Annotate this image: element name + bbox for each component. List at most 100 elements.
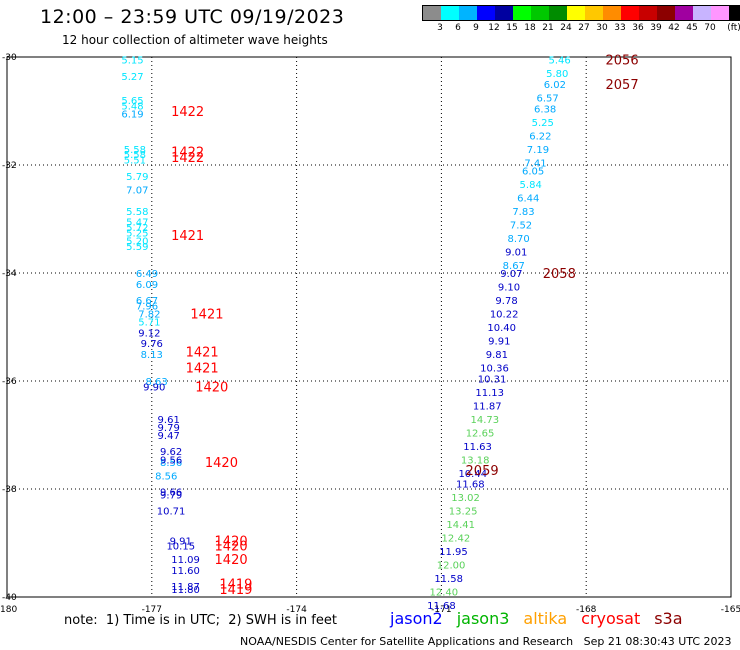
swh-label: 11.68 — [456, 480, 485, 491]
swh-label: 5.25 — [532, 118, 554, 129]
swh-label: 5.58 — [126, 207, 148, 218]
swh-label: 10.15 — [166, 542, 195, 553]
swh-label: 9.78 — [495, 296, 517, 307]
legend-label: 18 — [524, 23, 536, 33]
swh-label: 8.70 — [507, 234, 529, 245]
legend-swatch — [693, 6, 711, 20]
swh-label: 5.20 — [126, 237, 148, 248]
legend-swatch — [603, 6, 621, 20]
footer-credit: NOAA/NESDIS Center for Satellite Applica… — [240, 635, 732, 648]
legend-swatch — [423, 6, 441, 20]
legend-label: 36 — [632, 23, 644, 33]
swh-label: 12.65 — [466, 428, 495, 439]
legend-swatch — [657, 6, 675, 20]
legend-label: 24 — [560, 23, 572, 33]
swh-label: 9.47 — [158, 431, 180, 442]
satellite-name-jason2: jason2 — [390, 609, 443, 628]
legend-label: (ft) — [727, 23, 740, 33]
swh-label: 13.18 — [461, 455, 490, 466]
legend-label: 9 — [473, 23, 479, 33]
footer-note: note: 1) Time is in UTC; 2) SWH is in fe… — [64, 613, 337, 628]
legend-swatch — [549, 6, 567, 20]
legend-swatch — [621, 6, 639, 20]
swh-label: 5.72 — [126, 223, 148, 234]
legend-labels: 3 6 9 12 15 18 21 24 27 30 33 36 39 42 45 70 (ft) — [422, 21, 740, 33]
satellite-legend: jason2 jason3 altika cryosat s3a — [390, 609, 697, 628]
legend-label: 33 — [614, 23, 626, 33]
satellite-name-altika: altika — [523, 609, 568, 628]
swh-label: 11.87 — [473, 401, 502, 412]
time-label: 1422 — [171, 146, 204, 161]
legend-swatch — [531, 6, 549, 20]
swh-label: 10.71 — [157, 507, 186, 518]
chart-subtitle: 12 hour collection of altimeter wave hei… — [62, 33, 328, 47]
legend-label: 3 — [437, 23, 443, 33]
time-label: 1421 — [171, 229, 204, 244]
swh-label: 7.41 — [524, 158, 546, 169]
swh-label: 8.56 — [155, 472, 177, 483]
legend-label: 45 — [686, 23, 698, 33]
swh-label: 9.07 — [500, 269, 522, 280]
swh-label: 5.51 — [124, 156, 146, 167]
legend-swatch — [459, 6, 477, 20]
swh-label: 10.31 — [478, 374, 507, 385]
time-label: 2056 — [606, 54, 639, 69]
swh-label: 12.40 — [429, 588, 458, 599]
swh-label: 10.44 — [458, 469, 487, 480]
swh-label: 6.49 — [136, 269, 158, 280]
y-tick-label: -40 — [2, 593, 17, 603]
swh-label: 6.57 — [536, 94, 558, 105]
swh-label: 8.67 — [503, 261, 525, 272]
legend-label: 30 — [596, 23, 608, 33]
swh-label: 5.58 — [124, 150, 146, 161]
swh-label: 10.22 — [490, 310, 519, 321]
time-label: 1422 — [171, 151, 204, 166]
swh-label: 9.79 — [158, 423, 180, 434]
swh-label: 7.82 — [138, 310, 160, 321]
time-label: 1420 — [215, 540, 248, 555]
swh-label: 5.79 — [126, 172, 148, 183]
swh-label: 9.62 — [160, 447, 182, 458]
y-tick-label: -38 — [2, 485, 17, 495]
legend-swatch — [477, 6, 495, 20]
time-label: 1420 — [195, 380, 228, 395]
plot-frame — [6, 56, 732, 598]
swh-label: 14.41 — [446, 520, 475, 531]
swh-label: 7.96 — [136, 301, 158, 312]
satellite-name-cryosat: cryosat — [581, 609, 641, 628]
satellite-name-s3a: s3a — [654, 609, 683, 628]
swh-label: 6.67 — [136, 296, 158, 307]
y-tick-label: -32 — [2, 161, 17, 171]
swh-label: 9.01 — [505, 247, 527, 258]
swh-label: 5.48 — [121, 102, 143, 113]
swh-label: 11.68 — [427, 601, 456, 612]
time-label: 1420 — [215, 534, 248, 549]
swh-label: 5.58 — [124, 145, 146, 156]
time-label: 1419 — [219, 583, 252, 598]
legend-label: 15 — [506, 23, 518, 33]
time-label: 1419 — [219, 578, 252, 593]
legend-label: 27 — [578, 23, 590, 33]
swh-label: 9.12 — [138, 328, 160, 339]
swh-label: 8.13 — [141, 350, 163, 361]
swh-label: 7.19 — [527, 145, 549, 156]
y-tick-label: -34 — [2, 269, 17, 279]
time-label: 1421 — [186, 362, 219, 377]
x-tick-label: -171 — [431, 605, 451, 615]
swh-label: 10.36 — [480, 364, 509, 375]
legend-label: 39 — [650, 23, 662, 33]
time-label: 1420 — [215, 553, 248, 568]
swh-label: 5.47 — [126, 218, 148, 229]
time-label: 2059 — [466, 464, 499, 479]
swh-label: 9.76 — [141, 339, 163, 350]
swh-label: 8.63 — [145, 377, 167, 388]
swh-label: 11.63 — [463, 442, 492, 453]
swh-label: 5.84 — [520, 180, 542, 191]
legend-swatch — [567, 6, 585, 20]
legend-color-bar — [422, 5, 740, 21]
chart-title: 12:00 – 23:59 UTC 09/19/2023 — [40, 6, 345, 28]
swh-label: 5.65 — [121, 96, 143, 107]
time-label: 1422 — [171, 105, 204, 120]
x-tick-label: -180 — [0, 605, 17, 615]
